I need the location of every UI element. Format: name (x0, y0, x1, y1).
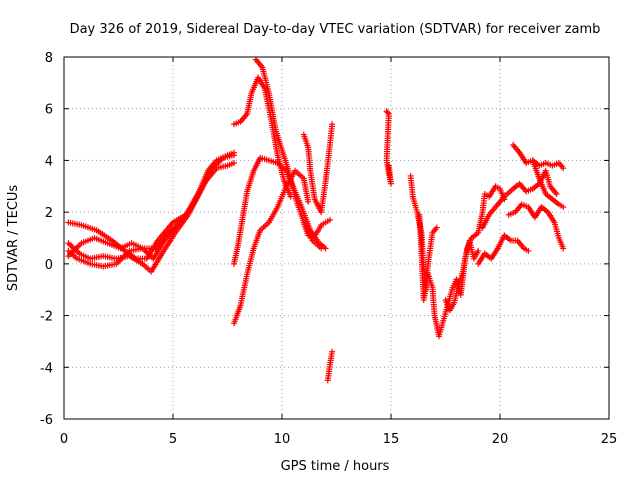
x-tick-label: 10 (274, 432, 291, 447)
chart-title: Day 326 of 2019, Sidereal Day-to-day VTE… (70, 22, 601, 37)
series-arc10 (300, 216, 333, 241)
series-arc12 (383, 108, 394, 187)
data-point (525, 247, 532, 254)
data-point (560, 165, 567, 172)
series-arc8 (231, 167, 312, 327)
series-arc2 (65, 160, 238, 260)
series-arc19 (505, 201, 567, 252)
x-axis-label: GPS time / hours (281, 459, 390, 474)
series-arc20 (529, 157, 567, 210)
y-tick-label: 2 (45, 206, 53, 221)
x-tick-label: 5 (169, 432, 177, 447)
data-point (329, 348, 336, 355)
axis-ticks: 0 5 10 15 20 25 -6 -4 -2 0 2 4 6 8 (40, 51, 617, 447)
data-point (200, 180, 207, 187)
x-tick-label: 0 (60, 432, 68, 447)
y-tick-label: -4 (40, 361, 53, 376)
y-tick-label: -6 (40, 413, 53, 428)
data-points (65, 56, 567, 384)
y-tick-label: 6 (45, 103, 53, 118)
data-point (384, 109, 391, 116)
data-point (553, 191, 560, 198)
series-arc4 (65, 180, 207, 270)
y-tick-label: 4 (45, 154, 53, 169)
series-arc13 (407, 172, 440, 293)
data-point (475, 247, 482, 254)
data-point (305, 198, 312, 205)
data-point (560, 245, 567, 252)
data-point (231, 152, 238, 159)
data-point (560, 203, 567, 210)
x-tick-label: 15 (383, 432, 400, 447)
y-axis-label: SDTVAR / TECUs (6, 185, 21, 292)
x-tick-label: 25 (601, 432, 618, 447)
data-point (322, 245, 329, 252)
y-tick-label: 8 (45, 51, 53, 66)
data-point (326, 216, 333, 223)
data-point (231, 160, 238, 167)
series-arc18 (510, 141, 567, 172)
series-arc7 (231, 154, 329, 267)
x-tick-label: 20 (492, 432, 509, 447)
data-point (329, 121, 336, 128)
data-point (433, 224, 440, 231)
y-tick-label: -2 (40, 310, 53, 325)
grid-lines (64, 57, 609, 419)
series-arc17 (479, 167, 560, 231)
series-arc11 (324, 348, 336, 384)
data-point (385, 162, 392, 169)
series-arc5 (231, 74, 294, 200)
y-tick-label: 0 (45, 258, 53, 273)
series-arc16 (475, 232, 532, 267)
series-arc15 (442, 183, 508, 314)
plot-frame (63, 56, 610, 420)
series-arc9 (300, 121, 336, 216)
